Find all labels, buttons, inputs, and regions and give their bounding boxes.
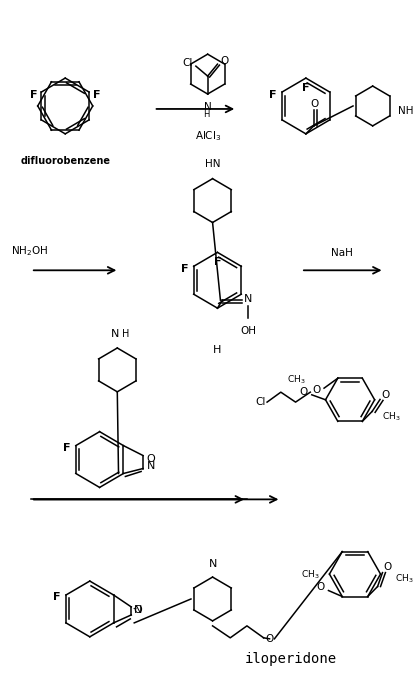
Text: O: O xyxy=(310,99,319,109)
Text: O: O xyxy=(134,605,142,615)
Text: O: O xyxy=(220,56,228,66)
Text: O: O xyxy=(265,634,274,644)
Text: O: O xyxy=(312,385,320,395)
Text: F: F xyxy=(53,592,61,602)
Text: N: N xyxy=(111,329,119,339)
Text: H: H xyxy=(122,329,130,339)
Text: N: N xyxy=(204,102,212,112)
Text: Cl: Cl xyxy=(183,58,193,68)
Text: -: - xyxy=(132,603,136,613)
Text: O: O xyxy=(382,390,390,401)
Text: CH$_3$: CH$_3$ xyxy=(382,410,401,423)
Text: N: N xyxy=(244,294,252,304)
Text: CH$_3$: CH$_3$ xyxy=(302,568,320,581)
Text: N: N xyxy=(208,559,217,569)
Text: F: F xyxy=(181,265,189,274)
Text: H: H xyxy=(204,110,210,119)
Text: H: H xyxy=(213,345,222,355)
Text: F: F xyxy=(30,90,37,100)
Text: F: F xyxy=(93,90,101,100)
Text: O: O xyxy=(383,562,391,571)
Text: CH$_3$: CH$_3$ xyxy=(287,374,305,386)
Text: AlCl$_3$: AlCl$_3$ xyxy=(194,129,221,142)
Text: N: N xyxy=(147,460,155,471)
Text: F: F xyxy=(214,257,221,267)
Text: O: O xyxy=(147,453,155,464)
Text: F: F xyxy=(302,83,310,93)
Text: O: O xyxy=(300,387,308,397)
Text: F: F xyxy=(269,90,277,100)
Text: F: F xyxy=(63,443,71,453)
Text: Cl: Cl xyxy=(255,397,265,407)
Text: NH: NH xyxy=(398,106,414,116)
Text: CH$_3$: CH$_3$ xyxy=(395,572,414,585)
Text: iloperidone: iloperidone xyxy=(245,652,337,665)
Text: OH: OH xyxy=(240,326,256,336)
Text: NaH: NaH xyxy=(331,248,353,258)
Text: O: O xyxy=(316,582,325,591)
Text: N: N xyxy=(134,605,142,615)
Text: HN: HN xyxy=(205,159,220,169)
Text: NH$_2$OH: NH$_2$OH xyxy=(11,245,48,258)
Text: difluorobenzene: difluorobenzene xyxy=(20,155,110,166)
